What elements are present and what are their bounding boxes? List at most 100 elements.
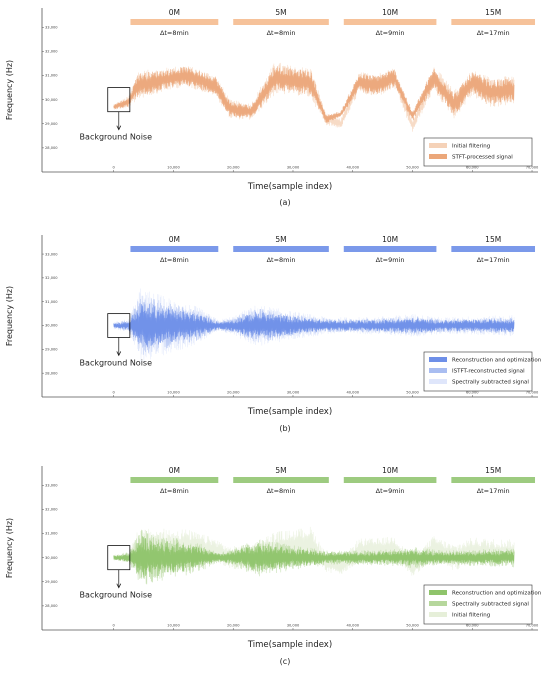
panel-label: (c) xyxy=(280,657,291,666)
series-line xyxy=(113,303,515,348)
legend-swatch xyxy=(429,379,447,384)
x-axis-label: Time(sample index) xyxy=(247,182,332,192)
x-tick-label: 60,000 xyxy=(466,166,479,170)
segment-label: 5M xyxy=(275,8,286,17)
segment-duration: Δt=17min xyxy=(477,29,510,37)
segment-label: 15M xyxy=(485,466,501,475)
chart-panel-1: 28,000 29,000 30,000 31,000 32,000 33,000 0 10,… xyxy=(5,8,539,207)
y-tick-label: 30,000 xyxy=(45,556,58,560)
segment-label: 5M xyxy=(275,235,286,244)
x-tick-label: 10,000 xyxy=(167,391,180,395)
segment-bar xyxy=(130,19,219,25)
legend-entry: Spectrally subtracted signal xyxy=(452,380,529,386)
legend-entry: Initial filtering xyxy=(452,613,490,619)
segment-bar xyxy=(233,246,329,252)
x-tick-label: 30,000 xyxy=(287,391,300,395)
y-axis-label: Frequency (Hz) xyxy=(5,60,14,120)
series-line xyxy=(113,66,515,123)
y-tick-label: 28,000 xyxy=(45,146,58,150)
panel-label: (a) xyxy=(279,198,290,207)
legend-entry: Reconstruction and optimization xyxy=(452,591,542,597)
x-tick-label: 40,000 xyxy=(346,166,359,170)
legend-swatch xyxy=(429,590,447,595)
x-tick-label: 40,000 xyxy=(346,624,359,628)
x-tick-label: 10,000 xyxy=(167,624,180,628)
segment-bar xyxy=(233,19,329,25)
y-tick-label: 32,000 xyxy=(45,508,58,512)
x-axis-label: Time(sample index) xyxy=(247,407,332,417)
y-tick-label: 31,000 xyxy=(45,74,58,78)
segment-label: 0M xyxy=(169,8,180,17)
y-tick-label: 29,000 xyxy=(45,348,58,352)
y-tick-label: 29,000 xyxy=(45,580,58,584)
legend-entry: STFT-processed signal xyxy=(452,155,513,161)
series-line xyxy=(113,536,515,578)
segment-bar xyxy=(130,246,219,252)
segment-label: 10M xyxy=(382,466,398,475)
segment-label: 0M xyxy=(169,466,180,475)
segment-bar xyxy=(233,477,329,483)
y-tick-label: 30,000 xyxy=(45,98,58,102)
segment-bar xyxy=(451,246,536,252)
segment-duration: Δt=9min xyxy=(376,256,405,264)
arrow-head-icon xyxy=(116,351,122,357)
legend-entry: Spectrally subtracted signal xyxy=(452,602,529,608)
x-tick-label: 50,000 xyxy=(406,166,419,170)
segment-label: 15M xyxy=(485,8,501,17)
y-tick-label: 32,000 xyxy=(45,50,58,54)
segment-label: 10M xyxy=(382,8,398,17)
segment-duration: Δt=9min xyxy=(376,29,405,37)
legend-swatch xyxy=(429,357,447,362)
x-tick-label: 70,000 xyxy=(526,624,539,628)
y-tick-label: 28,000 xyxy=(45,371,58,375)
segment-bar xyxy=(451,19,536,25)
x-tick-label: 50,000 xyxy=(406,624,419,628)
y-tick-label: 28,000 xyxy=(45,604,58,608)
arrow-head-icon xyxy=(116,125,122,131)
segment-bar xyxy=(343,477,437,483)
x-tick-label: 70,000 xyxy=(526,166,539,170)
chart-panel-2: 28,000 29,000 30,000 31,000 32,000 33,000 0 10,… xyxy=(5,235,542,433)
y-tick-label: 33,000 xyxy=(45,252,58,256)
legend-swatch xyxy=(429,368,447,373)
x-tick-label: 40,000 xyxy=(346,391,359,395)
legend-box xyxy=(423,137,533,167)
y-tick-label: 29,000 xyxy=(45,122,58,126)
segment-duration: Δt=8min xyxy=(160,29,189,37)
y-tick-label: 33,000 xyxy=(45,25,58,29)
x-tick-label: 30,000 xyxy=(287,624,300,628)
legend-swatch xyxy=(429,154,447,159)
segment-label: 15M xyxy=(485,235,501,244)
y-tick-label: 33,000 xyxy=(45,483,58,487)
segment-bar xyxy=(451,477,536,483)
panel-label: (b) xyxy=(279,424,290,433)
segment-duration: Δt=9min xyxy=(376,487,405,495)
x-tick-label: 20,000 xyxy=(227,166,240,170)
segment-duration: Δt=8min xyxy=(267,29,296,37)
segment-label: 10M xyxy=(382,235,398,244)
x-tick-label: 20,000 xyxy=(227,624,240,628)
segment-duration: Δt=8min xyxy=(160,256,189,264)
x-tick-label: 30,000 xyxy=(287,166,300,170)
legend-entry: ISTFT-reconstructed signal xyxy=(452,369,525,375)
x-tick-label: 0 xyxy=(113,624,116,628)
x-tick-label: 60,000 xyxy=(466,391,479,395)
segment-duration: Δt=17min xyxy=(477,256,510,264)
arrow-head-icon xyxy=(116,583,122,589)
background-noise-label: Background Noise xyxy=(80,591,153,600)
segment-bar xyxy=(130,477,219,483)
y-axis-label: Frequency (Hz) xyxy=(5,286,14,346)
y-tick-label: 31,000 xyxy=(45,532,58,536)
background-noise-label: Background Noise xyxy=(80,133,153,142)
x-axis-label: Time(sample index) xyxy=(247,640,332,650)
segment-duration: Δt=17min xyxy=(477,487,510,495)
y-tick-label: 32,000 xyxy=(45,276,58,280)
y-axis-label: Frequency (Hz) xyxy=(5,518,14,578)
x-tick-label: 70,000 xyxy=(526,391,539,395)
legend-swatch xyxy=(429,601,447,606)
legend-swatch xyxy=(429,612,447,617)
background-noise-label: Background Noise xyxy=(80,358,153,367)
segment-label: 0M xyxy=(169,235,180,244)
x-tick-label: 50,000 xyxy=(406,391,419,395)
